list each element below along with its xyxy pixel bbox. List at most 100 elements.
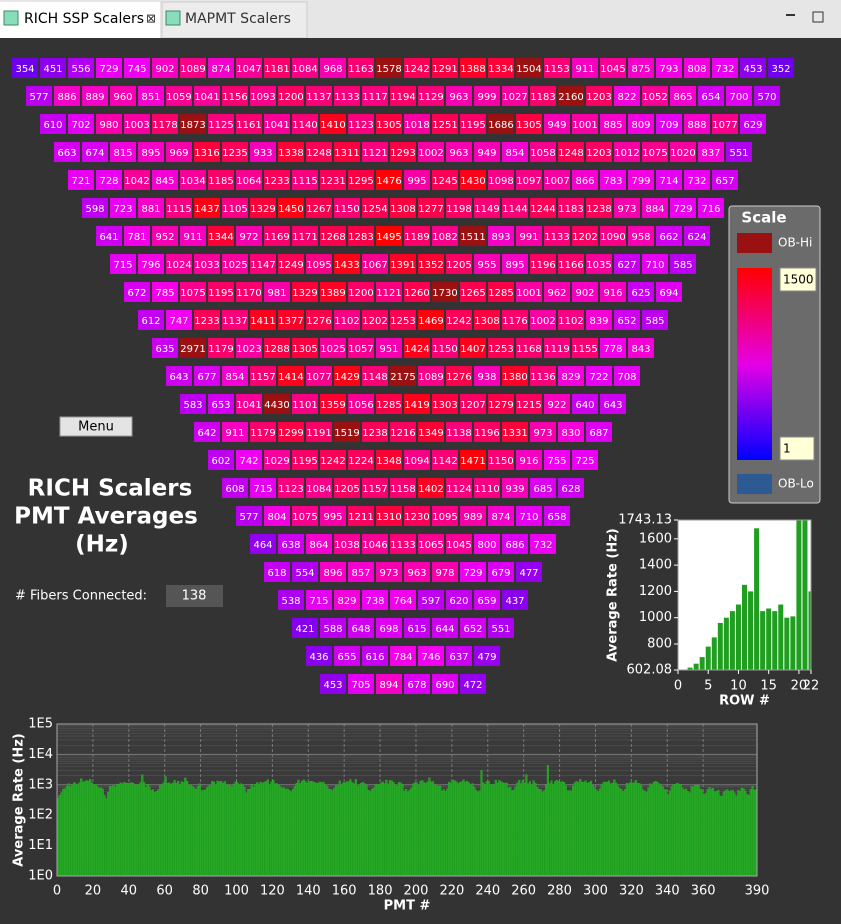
bar	[101, 788, 104, 876]
pmt-cell	[572, 338, 598, 358]
pmt-cell	[642, 142, 668, 162]
pmt-cell	[376, 226, 402, 246]
pmt-cell	[278, 534, 304, 554]
tab-close[interactable]: ⊠	[146, 12, 156, 26]
scale-max-input[interactable]	[779, 267, 817, 292]
bar	[661, 786, 664, 876]
pmt-cell	[474, 142, 500, 162]
bar	[602, 782, 605, 876]
bar	[344, 782, 347, 876]
pmt-cell	[236, 394, 262, 414]
bar	[744, 790, 747, 876]
bar	[76, 785, 79, 876]
pmt-cell	[292, 506, 318, 526]
pmt-cell	[124, 114, 150, 134]
tab-label[interactable]: MAPMT Scalers	[185, 11, 291, 27]
bar	[408, 789, 411, 876]
bar	[268, 784, 271, 876]
pmt-cell	[628, 338, 654, 358]
pmt-value: 1137	[222, 316, 247, 327]
minimize[interactable]	[786, 14, 795, 16]
pmt-value: 729	[673, 204, 692, 215]
pmt-cell	[586, 310, 612, 330]
bar	[299, 783, 302, 876]
bar	[484, 784, 487, 876]
scale-min[interactable]: 1	[783, 442, 791, 456]
pmt-cell	[376, 394, 402, 414]
pmt-cell	[376, 170, 402, 190]
pmt-value: 1469	[418, 316, 443, 327]
pmt-cell	[222, 478, 248, 498]
bar	[160, 784, 164, 876]
bar	[419, 780, 422, 876]
pmt-value: 809	[631, 120, 650, 131]
pmt-cell	[390, 534, 416, 554]
bar	[290, 791, 293, 876]
pmt-cell	[264, 506, 290, 526]
pmt-cell	[320, 394, 346, 414]
bar	[622, 791, 625, 876]
pmt-value: 1178	[152, 120, 177, 131]
pmt-cell	[320, 170, 346, 190]
pmt-cell	[334, 142, 360, 162]
bar	[361, 782, 365, 876]
pmt-cell	[166, 310, 192, 330]
pmt-cell	[320, 450, 346, 470]
bar	[717, 622, 723, 670]
menu-label[interactable]: Menu	[78, 420, 114, 435]
x-tick-label: 200	[404, 884, 429, 899]
y-tick-label: 602.08	[627, 663, 673, 678]
pmt-cell	[530, 534, 556, 554]
pmt-value: 1090	[600, 232, 625, 243]
bar	[417, 784, 420, 876]
bar	[690, 786, 693, 876]
bar	[489, 784, 492, 876]
pmt-value: 583	[183, 400, 202, 411]
tab-active[interactable]	[0, 2, 160, 38]
bar	[69, 786, 72, 876]
maximize[interactable]	[812, 11, 824, 23]
pmt-value: 1095	[432, 512, 457, 523]
bar	[175, 783, 178, 876]
pmt-value: 658	[547, 512, 566, 523]
ob-lo-label: OB-Lo	[778, 477, 814, 491]
pmt-cell	[334, 478, 360, 498]
bar	[266, 779, 269, 876]
pmt-cell	[376, 618, 402, 638]
pmt-cell	[642, 254, 668, 274]
bar	[191, 786, 194, 876]
bar	[173, 780, 176, 876]
bar	[509, 786, 512, 876]
pmt-cell	[446, 366, 472, 386]
pmt-cell	[82, 198, 108, 218]
pmt-cell	[628, 170, 654, 190]
scale-min-input[interactable]	[779, 436, 815, 461]
pmt-cell	[292, 338, 318, 358]
bar	[151, 789, 155, 876]
pmt-value: 839	[589, 316, 608, 327]
menu-button[interactable]	[59, 416, 133, 437]
bar	[80, 778, 83, 876]
pmt-cell	[334, 422, 360, 442]
tab-label[interactable]: RICH SSP Scalers	[24, 11, 144, 27]
pmt-value: 999	[477, 92, 496, 103]
bar	[415, 782, 418, 876]
bar	[710, 788, 713, 876]
scale-max[interactable]: 1500	[783, 273, 814, 287]
pmt-value: 1038	[334, 540, 359, 551]
bar	[668, 790, 671, 876]
bar	[143, 782, 146, 876]
bar	[424, 783, 427, 876]
pmt-value: 1305	[516, 120, 541, 131]
tab-icon	[165, 10, 181, 26]
pmt-cell	[208, 58, 234, 78]
pmt-cell	[208, 226, 234, 246]
bar	[248, 788, 251, 876]
pmt-cell	[278, 590, 304, 610]
bar	[119, 782, 122, 876]
pmt-value: 978	[435, 568, 454, 579]
bar	[449, 782, 453, 876]
pmt-value: 1389	[320, 288, 345, 299]
pmt-value: 615	[407, 624, 426, 635]
pmt-value: 1242	[320, 456, 345, 467]
